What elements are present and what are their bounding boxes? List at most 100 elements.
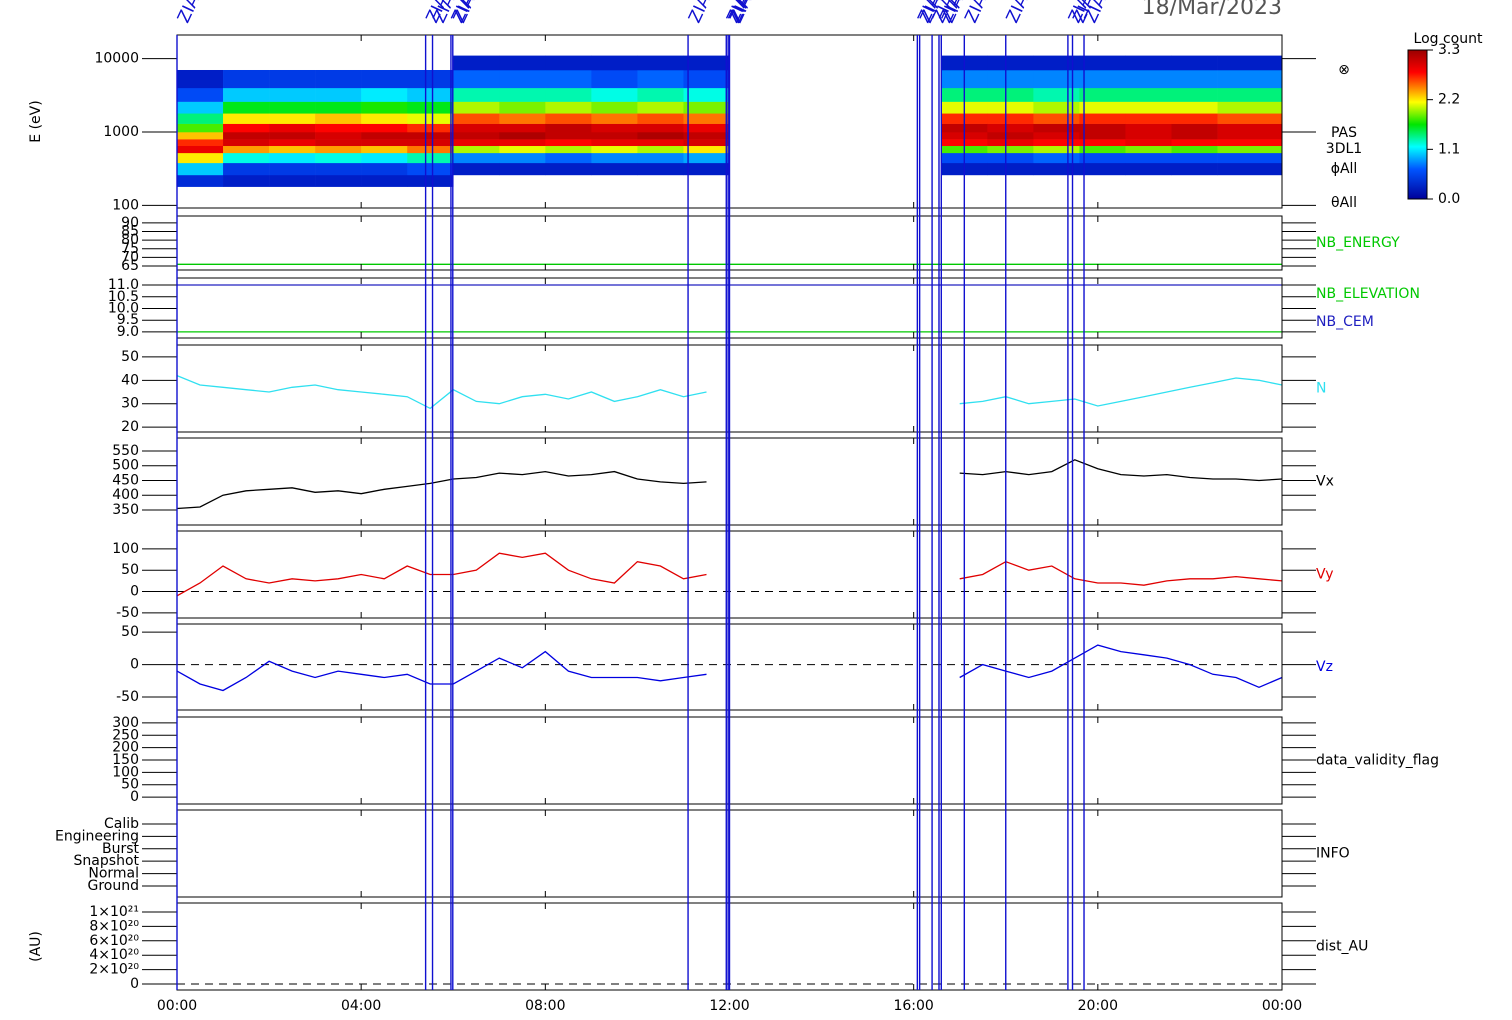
- spectrogram-cell: [407, 69, 454, 89]
- spectrogram-cell: [223, 162, 270, 176]
- y-tick-label: 50: [121, 624, 139, 640]
- y-tick-label: 200: [112, 740, 139, 756]
- spectrogram-cell: [1217, 139, 1283, 147]
- spectrogram-cell: [269, 152, 316, 164]
- spectrogram-cell: [1217, 87, 1283, 102]
- spectrogram-cell: [1033, 152, 1080, 164]
- spectrogram-cell: [499, 55, 546, 71]
- y-tick-label: 100: [112, 764, 139, 780]
- spectrogram-cell: [407, 162, 454, 176]
- spectrogram-cell: [453, 87, 500, 102]
- spectrogram-cell: [591, 113, 638, 124]
- spectrogram-cell: [177, 69, 224, 89]
- y-tick-label: 0: [130, 789, 139, 805]
- spectrogram-cell: [683, 55, 730, 71]
- spectrogram-cell: [683, 139, 730, 147]
- spectrogram-cell: [269, 113, 316, 124]
- spectrogram-cell: [1171, 152, 1218, 164]
- legend-label: NB_CEM: [1316, 314, 1374, 330]
- y-tick-label: 100: [112, 541, 139, 557]
- spectrogram-cell: [177, 131, 224, 140]
- spectrogram-cell: [223, 87, 270, 102]
- spectrogram-cell: [177, 145, 224, 154]
- y-tick-label: 9.0: [117, 324, 139, 340]
- y-axis-title: (AU): [28, 931, 44, 962]
- spectrogram-cell: [1125, 162, 1172, 176]
- spectrogram-cell: [177, 152, 224, 164]
- spectrogram-cell: [361, 87, 408, 102]
- spectrogram-cell: [223, 145, 270, 154]
- y-tick-label: 80: [121, 232, 139, 248]
- y-tick-label: 10000: [94, 51, 139, 67]
- spectrogram-cell: [177, 139, 224, 147]
- spectrogram-cell: [683, 87, 730, 102]
- spectrogram-cell: [683, 162, 730, 176]
- spectrogram-cell: [987, 55, 1034, 71]
- spectrogram-cell: [987, 145, 1034, 154]
- spectrogram-cell: [545, 162, 592, 176]
- spectrogram-cell: [315, 152, 362, 164]
- y-tick-label: Burst: [102, 841, 140, 857]
- x-tick-label: 12:00: [709, 998, 749, 1014]
- spectrogram-cell: [1125, 145, 1172, 154]
- spectrogram-cell: [407, 152, 454, 164]
- spectrogram-cell: [591, 145, 638, 154]
- spectrogram-cell: [499, 145, 546, 154]
- spectrogram-cell: [591, 152, 638, 164]
- spectrogram-cell: [1033, 145, 1080, 154]
- panel-label: ⊗: [1338, 62, 1350, 78]
- y-tick-label: 100: [112, 197, 139, 213]
- spectrogram-cell: [499, 113, 546, 124]
- spectrogram-cell: [453, 69, 500, 89]
- legend-label: NB_ENERGY: [1316, 235, 1400, 251]
- spectrogram-cell: [1125, 101, 1172, 114]
- colorbar-tick-label: 3.3: [1438, 42, 1460, 58]
- spectrogram-cell: [177, 101, 224, 114]
- y-tick-label: 9.5: [117, 312, 139, 328]
- spectrogram-cell: [637, 87, 684, 102]
- spectrogram-cell: [1171, 162, 1218, 176]
- spectrogram-cell: [361, 113, 408, 124]
- y-tick-label: 550: [112, 443, 139, 459]
- spectrogram-cell: [223, 174, 270, 187]
- spectrogram-cell: [545, 145, 592, 154]
- y-tick-label: Ground: [88, 878, 140, 894]
- y-tick-label: 30: [121, 396, 139, 412]
- spectrogram-cell: [361, 162, 408, 176]
- spectrogram-cell: [1079, 152, 1126, 164]
- panel-label: PAS: [1331, 125, 1357, 141]
- spectrogram-cell: [177, 87, 224, 102]
- y-tick-label: Calib: [104, 816, 139, 832]
- legend-label: Vy: [1316, 567, 1334, 583]
- colorbar-tick-label: 1.1: [1438, 141, 1460, 157]
- spectrogram-cell: [1033, 123, 1080, 133]
- spectrogram-cell: [499, 87, 546, 102]
- y-tick-label: 4×10²⁰: [89, 947, 139, 963]
- spectrogram-cell: [453, 162, 500, 176]
- panel-label: dist_AU: [1316, 939, 1368, 955]
- colorbar: [1407, 49, 1428, 200]
- spectrogram-cell: [1079, 87, 1126, 102]
- spectrogram-cell: [1079, 123, 1126, 133]
- spectrogram-cell: [315, 139, 362, 147]
- x-tick-label: 08:00: [525, 998, 565, 1014]
- y-tick-label: 10.5: [108, 289, 139, 305]
- spectrogram-cell: [1171, 69, 1218, 89]
- spectrogram-cell: [591, 131, 638, 140]
- y-tick-label: 10.0: [108, 300, 139, 316]
- y-tick-label: 6×10²⁰: [89, 933, 139, 949]
- spectrogram-cell: [315, 123, 362, 133]
- spectrogram-cell: [1171, 131, 1218, 140]
- spectrogram-cell: [453, 152, 500, 164]
- spectrogram-cell: [315, 174, 362, 187]
- y-tick-label: 50: [121, 349, 139, 365]
- y-tick-label: -50: [116, 689, 139, 705]
- series-line: [176, 644, 1283, 692]
- spectrogram-cell: [361, 69, 408, 89]
- y-tick-label: 0: [130, 657, 139, 673]
- y-tick-label: 1×10²¹: [89, 904, 139, 920]
- x-tick-label: 00:00: [157, 998, 197, 1014]
- spectrogram-cell: [223, 139, 270, 147]
- spectrogram-cell: [1217, 55, 1283, 71]
- spectrogram-cell: [987, 123, 1034, 133]
